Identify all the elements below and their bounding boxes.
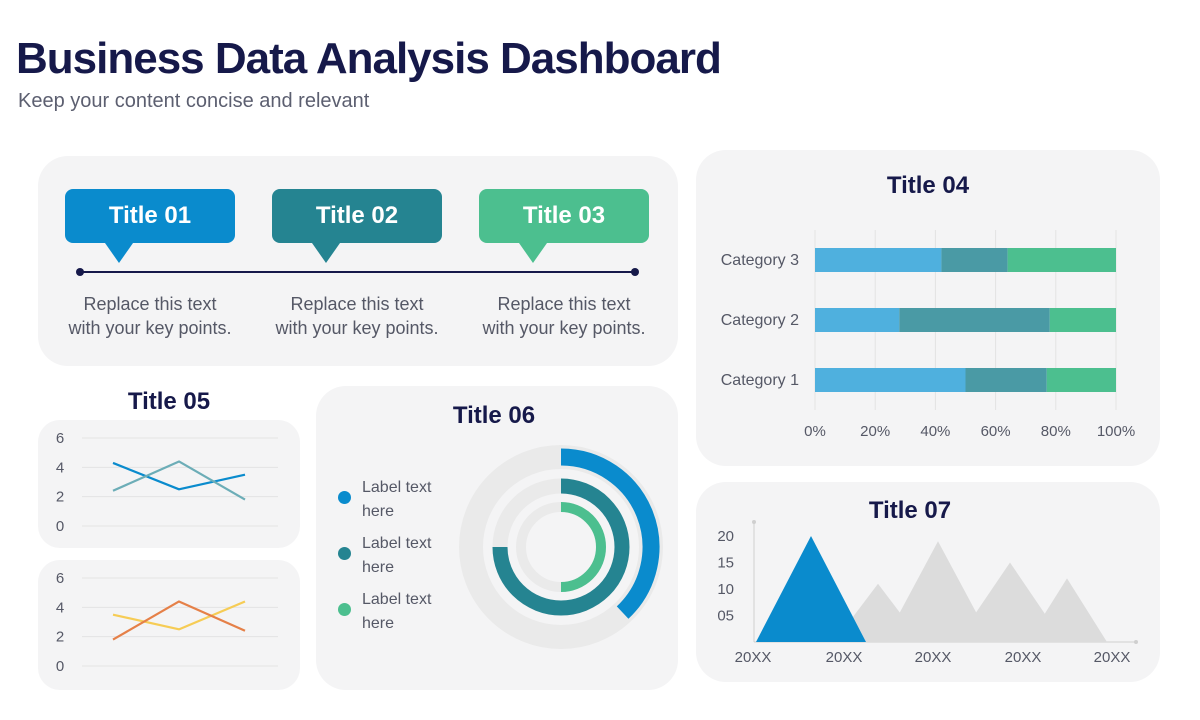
title07-title: Title 07 [868, 497, 952, 524]
title05b-panel [38, 560, 300, 690]
step-3-title: Title 03 [522, 202, 606, 229]
step-1-title: Title 01 [108, 202, 192, 229]
legend-label-2: Label text here [362, 535, 432, 576]
chart05a-series-line [112, 460, 246, 501]
title07-triangle [956, 562, 1064, 642]
title07-y-tick: 05 [717, 608, 734, 625]
title05a-chart: 0 2 4 6 [56, 430, 278, 535]
page-title: Business Data Analysis Dashboard [16, 34, 722, 83]
title04-bar-segment [1046, 368, 1116, 392]
step-2-title: Title 02 [315, 202, 399, 229]
title04-bar-segment [1049, 308, 1116, 332]
title04-x-tick: 80% [1041, 423, 1071, 440]
legend-label-3: Label text here [362, 591, 432, 632]
title07-x-tick: 20XX [826, 649, 863, 666]
title07-triangle [1027, 578, 1107, 642]
chart05a-y-tick: 0 [56, 518, 64, 535]
chart05a-y-tick: 2 [56, 489, 64, 506]
title06-ring-arc [560, 448, 660, 619]
chart05a-y-tick: 4 [56, 459, 64, 476]
title04-x-tick: 60% [981, 423, 1011, 440]
title06-ring-arc [560, 502, 606, 592]
title04-category-label: Category 2 [721, 312, 799, 329]
title04-bar-segment [815, 308, 900, 332]
title07-y-tick: 10 [717, 581, 734, 598]
chart05b-y-tick: 6 [56, 570, 64, 587]
title04-chart: 0% 20% 40% 60% 80% 100% Category 3 Category 2 Ca… [721, 230, 1135, 440]
title04-x-tick: 40% [920, 423, 950, 440]
title07-triangle [756, 536, 866, 642]
title07-x-tick: 20XX [915, 649, 952, 666]
title04-bar-segment [1007, 248, 1116, 272]
title07-y-tick: 20 [717, 528, 734, 545]
title04-category-label: Category 3 [721, 252, 799, 269]
title05-title: Title 05 [127, 388, 211, 415]
legend-label-1: Label text here [362, 479, 432, 520]
title05a-panel [38, 420, 300, 548]
step-3-text: Replace this text with your key points. [482, 294, 646, 338]
title07-triangle [884, 541, 992, 642]
step-2-text: Replace this text with your key points. [275, 294, 439, 338]
step-1-callout: Title 01 [65, 189, 235, 263]
chart05b-series-line [112, 600, 246, 631]
title07-chart: 20 15 10 05 20XX 20XX 20XX 20XX 20XX [717, 520, 1138, 666]
title04-x-tick: 100% [1097, 423, 1135, 440]
legend-dot-2 [338, 547, 351, 560]
title04-x-tick: 20% [860, 423, 890, 440]
step-2-callout: Title 02 [272, 189, 442, 263]
title07-x-tick: 20XX [735, 649, 772, 666]
title04-bar-segment [899, 308, 1050, 332]
title04-title: Title 04 [886, 172, 970, 199]
title05b-chart: 0 2 4 6 [56, 570, 278, 675]
chart05b-y-tick: 0 [56, 658, 64, 675]
title04-bar-segment [941, 248, 1008, 272]
step-1-text: Replace this text with your key points. [68, 294, 232, 338]
title06-title: Title 06 [452, 402, 536, 429]
title04-bar-segment [965, 368, 1047, 392]
chart05b-y-tick: 2 [56, 629, 64, 646]
chart05a-series-line [112, 461, 246, 491]
title07-axis-cap [752, 520, 756, 524]
title04-category-label: Category 1 [721, 372, 799, 389]
page-subtitle: Keep your content concise and relevant [18, 90, 370, 112]
title07-y-tick: 15 [717, 555, 734, 572]
title04-bar-segment [815, 248, 942, 272]
legend-dot-3 [338, 603, 351, 616]
title07-x-tick: 20XX [1094, 649, 1131, 666]
chart05a-y-tick: 6 [56, 430, 64, 447]
title07-x-tick: 20XX [1005, 649, 1042, 666]
title07-axis-cap [1134, 640, 1138, 644]
title06-chart [459, 445, 663, 649]
title04-x-tick: 0% [804, 423, 826, 440]
legend-dot-1 [338, 491, 351, 504]
timeline-line [76, 268, 639, 276]
title06-ring-arc [492, 478, 630, 616]
step-3-callout: Title 03 [479, 189, 649, 263]
title04-bar-segment [815, 368, 966, 392]
chart05b-series-line [112, 600, 246, 641]
chart05b-y-tick: 4 [56, 599, 64, 616]
